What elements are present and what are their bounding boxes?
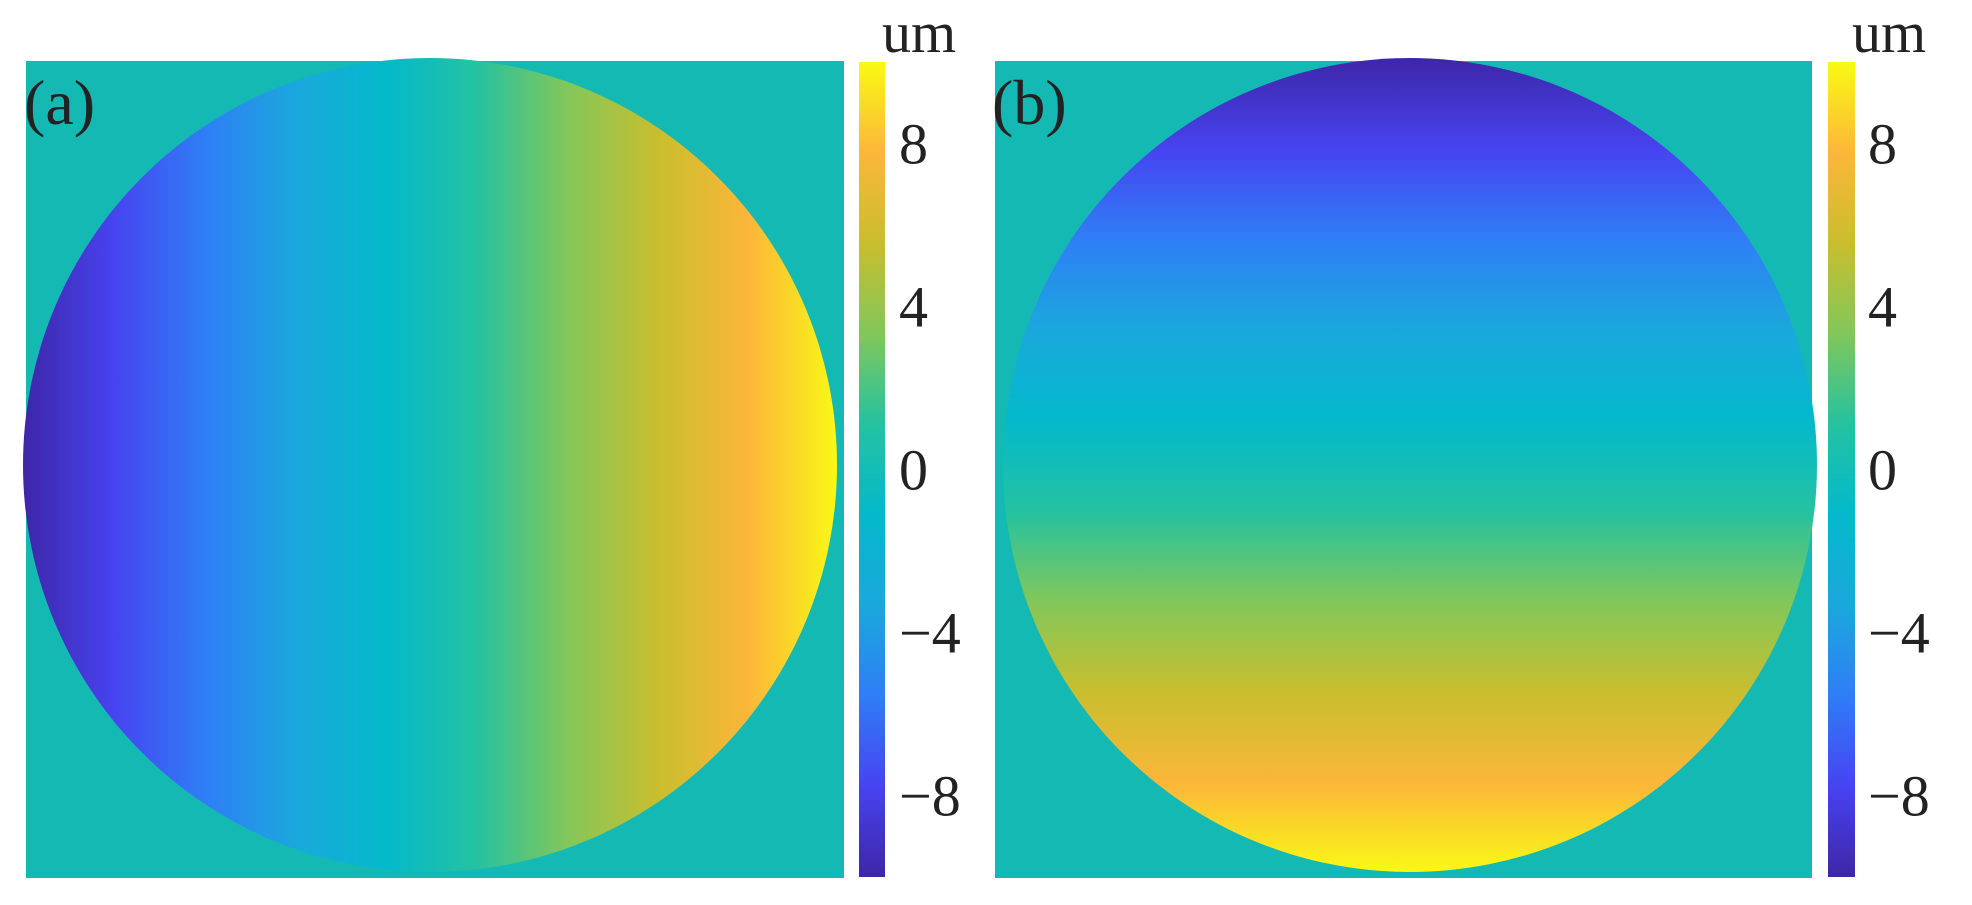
panel-b-label: (b) xyxy=(992,67,1067,138)
colorbar-b-tick-label: 0 xyxy=(1868,438,1897,503)
colorbar-b-unit: um xyxy=(1852,0,1926,65)
colorbar-a-unit: um xyxy=(882,0,956,65)
colorbar-a-tick-label: 8 xyxy=(899,112,928,177)
colorbar-b-tick-label: −8 xyxy=(1868,764,1930,829)
colorbar-a: um 8 4 0 −4 −8 xyxy=(859,0,961,877)
panel-a-label: (a) xyxy=(24,67,95,138)
colorbar-a-tick-label: −4 xyxy=(899,601,961,666)
colorbar-b-tick-label: −4 xyxy=(1868,601,1930,666)
panel-b-aperture-field xyxy=(1003,58,1817,872)
colorbar-b-bar xyxy=(1828,62,1855,877)
panel-a: (a) xyxy=(23,58,844,878)
colorbar-a-tick-label: 4 xyxy=(899,275,928,340)
colorbar-a-bar xyxy=(859,62,885,877)
colorbar-b-tick-label: 8 xyxy=(1868,112,1897,177)
colorbar-b: um 8 4 0 −4 −8 xyxy=(1828,0,1930,877)
colorbar-a-ticks: 8 4 0 −4 −8 xyxy=(899,112,961,829)
panel-b: (b) xyxy=(992,58,1817,878)
colorbar-b-tick-label: 4 xyxy=(1868,275,1897,340)
colorbar-a-tick-label: 0 xyxy=(899,438,928,503)
colorbar-a-tick-label: −8 xyxy=(899,764,961,829)
colorbar-b-ticks: 8 4 0 −4 −8 xyxy=(1868,112,1930,829)
panel-a-aperture-field xyxy=(23,58,837,872)
